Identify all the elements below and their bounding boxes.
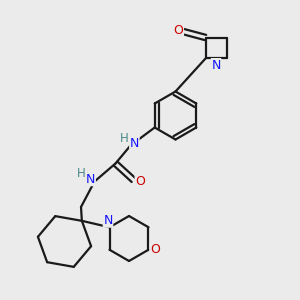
Text: O: O [150, 243, 160, 256]
Text: N: N [86, 172, 95, 186]
Text: N: N [103, 214, 113, 227]
Text: H: H [76, 167, 85, 180]
Text: O: O [174, 23, 183, 37]
Text: O: O [135, 175, 145, 188]
Text: N: N [211, 58, 221, 72]
Text: H: H [119, 131, 128, 145]
Text: N: N [130, 136, 139, 150]
